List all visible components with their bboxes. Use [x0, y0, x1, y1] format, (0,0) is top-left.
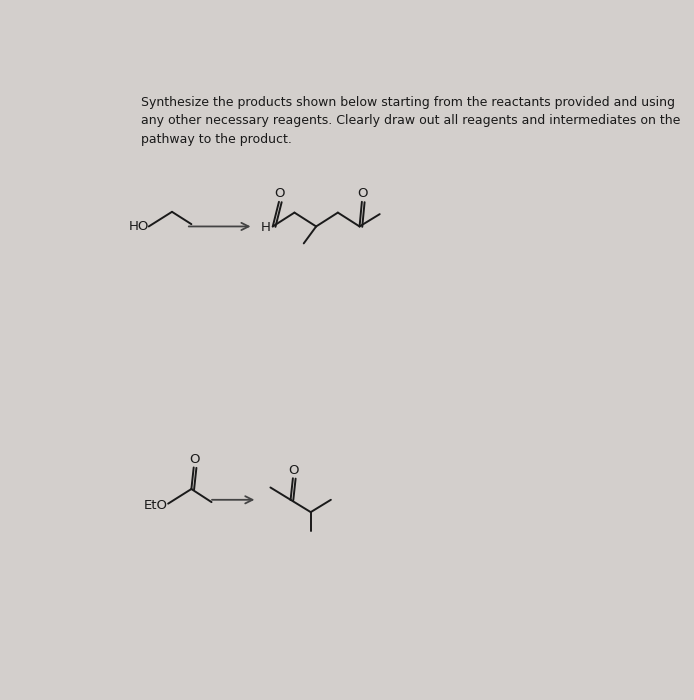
Text: O: O [289, 464, 299, 477]
Text: H: H [260, 220, 271, 234]
Text: Synthesize the products shown below starting from the reactants provided and usi: Synthesize the products shown below star… [141, 95, 680, 146]
Text: O: O [189, 454, 200, 466]
Text: O: O [274, 187, 285, 199]
Text: HO: HO [128, 220, 149, 233]
Text: O: O [357, 187, 368, 199]
Text: EtO: EtO [144, 500, 168, 512]
